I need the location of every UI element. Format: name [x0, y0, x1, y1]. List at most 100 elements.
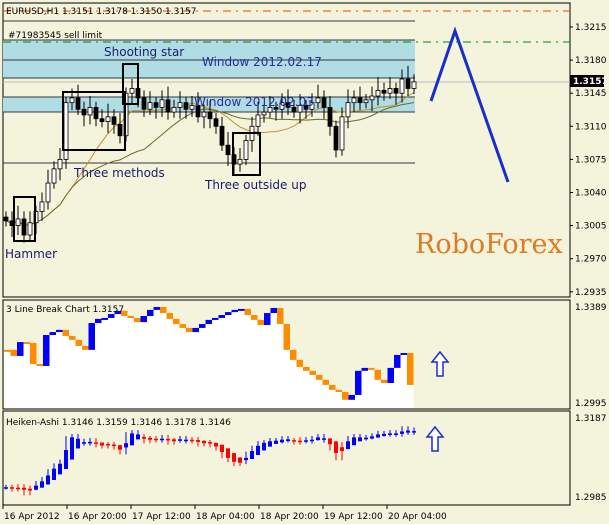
bull-brick [199, 324, 206, 328]
bull-brick [108, 314, 115, 318]
bull-brick [394, 354, 401, 368]
price-tick-label: 1.3110 [575, 122, 607, 132]
bear-brick [303, 366, 310, 371]
line-break-bricks [4, 306, 414, 400]
candle [75, 84, 81, 115]
ha-bar-up [370, 433, 374, 440]
ha-bar-down [100, 442, 104, 449]
ha-bar-down [154, 435, 158, 443]
bull-brick [231, 309, 238, 313]
time-tick-label: 20 Apr 04:00 [388, 512, 447, 522]
candle [273, 101, 279, 121]
ha-bar-up [346, 435, 350, 450]
bear-brick [342, 392, 349, 400]
ha-bar-down [196, 437, 200, 447]
ha-bar-up [244, 451, 248, 465]
ha-bar-down [22, 484, 26, 496]
ha-bar-up [184, 435, 188, 444]
bull-brick [205, 319, 212, 325]
candle [219, 116, 225, 151]
up-arrow-icon [430, 350, 450, 377]
line-break-panel[interactable]: 3 Line Break Chart 1.3157 1.3389 1.2995 [2, 299, 607, 410]
ha-bar-up [76, 434, 80, 449]
ha-bar-down [340, 441, 344, 461]
bull-brick [153, 306, 160, 310]
ha-bar-up [124, 432, 128, 455]
bull-brick [114, 310, 121, 315]
candle [345, 89, 351, 129]
main-price-panel[interactable]: EURUSD,H1 1.3151 1.3178 1.3150 1.3157 #7… [2, 2, 608, 298]
heiken-ashi-frame [2, 410, 571, 506]
bull-brick [387, 367, 394, 383]
candle [177, 91, 183, 119]
candle [153, 96, 159, 119]
ha-bar-up [262, 439, 266, 451]
candle [81, 101, 87, 127]
ha-bar-down [232, 453, 236, 467]
ha-bar-down [214, 442, 218, 451]
bear-brick [62, 329, 69, 336]
bull-brick [88, 323, 95, 350]
time-tick-label: 16 Apr 20:00 [68, 512, 127, 522]
ha-bar-up [316, 434, 320, 441]
bear-brick [30, 343, 37, 364]
ha-bar-down [172, 437, 176, 445]
candle [39, 192, 45, 221]
bull-brick [95, 318, 102, 324]
candle [357, 86, 363, 111]
bull-brick [101, 317, 108, 320]
ha-bar-down [106, 441, 110, 449]
current-price-box [570, 75, 604, 87]
lb-axis-top: 1.3389 [575, 303, 607, 313]
candle [315, 84, 321, 109]
candle [99, 109, 105, 128]
bull-brick [400, 353, 407, 356]
bear-brick [277, 307, 284, 325]
candle [309, 93, 315, 117]
bear-brick [69, 335, 76, 340]
time-tick-label: 16 Apr 2012 [4, 512, 60, 522]
bear-brick [160, 306, 167, 314]
candle [45, 169, 51, 210]
candle [201, 104, 207, 129]
bear-brick [407, 353, 414, 385]
bear-brick [329, 384, 336, 390]
order-label: #71983545 sell limit [8, 31, 103, 41]
price-tick-label: 1.3215 [575, 23, 607, 33]
bear-brick [166, 313, 173, 319]
candle [189, 96, 195, 117]
candle [297, 94, 303, 124]
price-tick-label: 1.3040 [575, 189, 607, 199]
bear-brick [4, 349, 11, 352]
bear-brick [134, 317, 141, 323]
candle [21, 211, 27, 243]
ha-bar-up [130, 430, 134, 446]
ha-bar-up [136, 430, 140, 440]
three-outside-up-box [232, 132, 261, 176]
ha-bar-up [70, 434, 74, 460]
hammer-box [13, 196, 36, 242]
candle [243, 134, 249, 166]
ha-bar-down [226, 448, 230, 463]
ha-bar-up [388, 430, 392, 437]
window-label-2: Window 2012.02.03 [194, 95, 314, 109]
candle [375, 77, 381, 106]
ha-bar-up [358, 434, 362, 442]
candle [15, 205, 21, 236]
candle [129, 79, 135, 105]
symbol-info: EURUSD,H1 1.3151 1.3178 1.3150 1.3157 [6, 7, 197, 17]
candle [63, 96, 69, 169]
heiken-ashi-panel[interactable]: Heiken-Ashi 1.3146 1.3159 1.3146 1.3178 … [2, 410, 607, 506]
ha-bar-up [400, 426, 404, 437]
ha-bar-down [10, 484, 14, 492]
candle [147, 91, 153, 115]
heiken-ashi-label: Heiken-Ashi 1.3146 1.3159 1.3146 1.3178 … [6, 418, 231, 428]
candle [387, 77, 393, 99]
ha-bar-down [238, 457, 242, 467]
time-tick-label: 18 Apr 04:00 [196, 512, 255, 522]
candle [105, 103, 111, 133]
three-outside-up-label: Three outside up [204, 178, 306, 192]
heiken-ashi-bars [4, 426, 416, 496]
bull-brick [270, 307, 277, 314]
